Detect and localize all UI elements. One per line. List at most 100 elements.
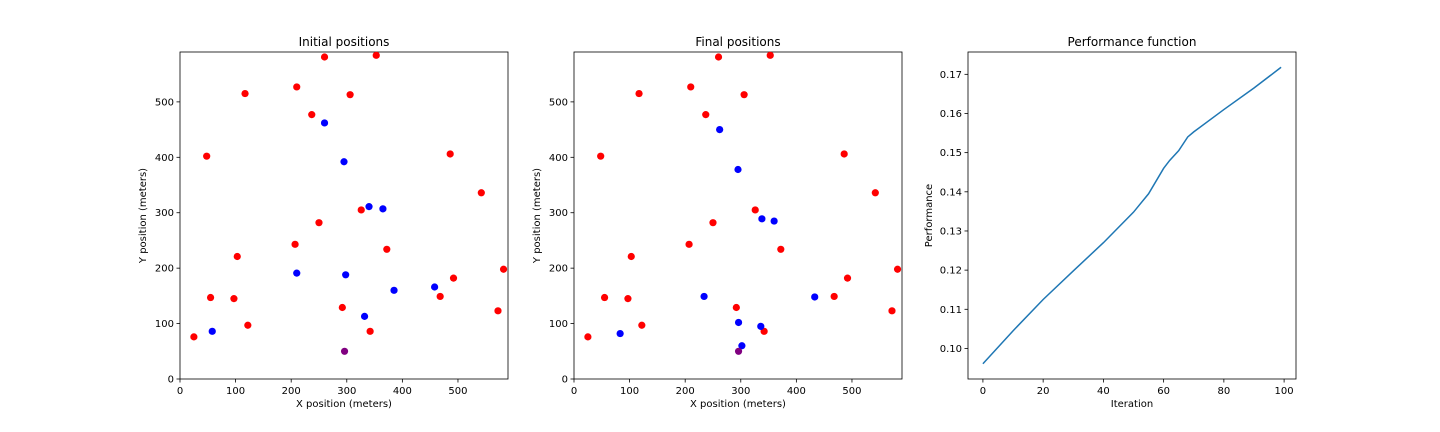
- scatter-point: [365, 203, 373, 211]
- x-tick-label: 80: [1217, 386, 1230, 397]
- y-tick-label: 0: [562, 375, 568, 386]
- scatter-point: [446, 150, 454, 158]
- x-tick-label: 200: [676, 386, 695, 397]
- y-tick-label: 0.13: [940, 226, 962, 237]
- plot-area-frame: [573, 51, 903, 380]
- scatter-point: [308, 111, 316, 119]
- x-tick-label: 500: [842, 386, 861, 397]
- series-line: [982, 66, 1282, 365]
- scatter-point: [843, 274, 852, 282]
- scatter-point: [830, 292, 838, 301]
- scatter-point: [597, 152, 605, 160]
- scatter-point: [616, 329, 624, 338]
- y-tick-label: 200: [549, 264, 568, 275]
- scatter-point: [702, 111, 710, 119]
- x-axis-label: Iteration: [1111, 399, 1153, 410]
- scatter-point: [777, 245, 785, 253]
- scatter-point: [751, 206, 759, 214]
- scatter-point: [357, 206, 365, 214]
- scatter-point: [732, 303, 740, 312]
- y-tick-label: 0.10: [940, 344, 962, 355]
- scatter-point: [372, 51, 380, 59]
- scatter-point: [230, 295, 238, 303]
- scatter-point: [871, 189, 879, 197]
- x-tick-label: 40: [1097, 386, 1110, 397]
- x-tick-label: 100: [226, 386, 245, 397]
- scatter-point: [244, 321, 252, 329]
- y-tick-label: 500: [155, 97, 174, 108]
- scatter-point: [360, 312, 369, 320]
- chart-panel-2: Final positions 0 100 200 300 400 500 0 100 200 30…: [532, 35, 903, 410]
- x-tick-label: 100: [620, 386, 639, 397]
- scatter-point: [770, 217, 778, 225]
- scatter-point: [734, 318, 743, 327]
- chart-title: Initial positions: [299, 35, 390, 49]
- scatter-point: [635, 89, 643, 98]
- x-tick-label: 200: [282, 386, 301, 397]
- scatter-point: [840, 150, 848, 158]
- scatter-point: [320, 119, 329, 127]
- x-axis-label: X position (meters): [296, 399, 392, 410]
- scatter-point: [340, 347, 349, 355]
- y-tick-label: 0.15: [940, 148, 962, 159]
- scatter-point: [293, 269, 301, 277]
- x-tick-label: 0: [571, 386, 577, 397]
- scatter-point: [340, 158, 348, 166]
- y-tick-label: 400: [155, 153, 174, 164]
- y-tick-label: 0.14: [940, 187, 962, 198]
- scatter-point: [390, 286, 398, 294]
- scatter-point: [291, 240, 299, 248]
- chart-panel-1: Initial positions 0 100 200 300 400 500 0 100 200…: [138, 35, 509, 410]
- scatter-point: [494, 307, 502, 315]
- scatter-point: [379, 205, 387, 213]
- scatter-point: [342, 271, 350, 279]
- scatter-point: [811, 293, 819, 301]
- y-tick-label: 200: [155, 264, 174, 275]
- y-tick-label: 400: [549, 153, 568, 164]
- x-tick-label: 20: [1037, 386, 1050, 397]
- y-axis-label: Y position (meters): [138, 168, 149, 264]
- x-tick-label: 400: [787, 386, 806, 397]
- y-tick-label: 0.16: [940, 109, 962, 120]
- y-tick-label: 100: [155, 319, 174, 330]
- x-tick-label: 0: [980, 386, 986, 397]
- y-tick-label: 300: [549, 208, 568, 219]
- scatter-point: [431, 283, 439, 291]
- y-tick-label: 500: [549, 97, 568, 108]
- scatter-point: [734, 347, 743, 355]
- x-tick-label: 400: [393, 386, 412, 397]
- scatter-point: [624, 295, 632, 303]
- y-tick-label: 100: [549, 319, 568, 330]
- scatter-point: [740, 91, 748, 99]
- scatter-point: [320, 53, 329, 61]
- y-axis-label: Performance: [924, 184, 935, 247]
- scatter-point: [716, 125, 724, 134]
- scatter-point: [734, 165, 742, 174]
- y-tick-label: 0.17: [940, 70, 962, 81]
- scatter-point: [627, 252, 635, 261]
- scatter-point: [233, 252, 241, 261]
- y-tick-label: 0: [168, 375, 174, 386]
- x-tick-label: 300: [337, 386, 356, 397]
- scatter-point: [893, 265, 902, 273]
- scatter-point: [687, 83, 695, 91]
- scatter-point: [203, 152, 211, 160]
- x-tick-label: 100: [1275, 386, 1294, 397]
- scatter-point: [190, 333, 198, 341]
- scatter-point: [206, 293, 215, 302]
- x-tick-label: 60: [1157, 386, 1170, 397]
- scatter-point: [709, 219, 717, 227]
- scatter-point: [638, 321, 646, 329]
- x-tick-label: 500: [448, 386, 467, 397]
- plot-area-frame: [179, 51, 509, 380]
- scatter-point: [436, 292, 444, 301]
- scatter-point: [714, 53, 723, 61]
- scatter-point: [293, 83, 301, 91]
- x-axis-label: X position (meters): [690, 399, 786, 410]
- scatter-point: [600, 293, 609, 302]
- chart-panel-3: Performance function 0 20 40 60 80 100 0.10 0.11…: [924, 35, 1297, 410]
- plot-area-frame: [967, 51, 1297, 380]
- scatter-point: [888, 307, 896, 315]
- scatter-point: [758, 215, 766, 223]
